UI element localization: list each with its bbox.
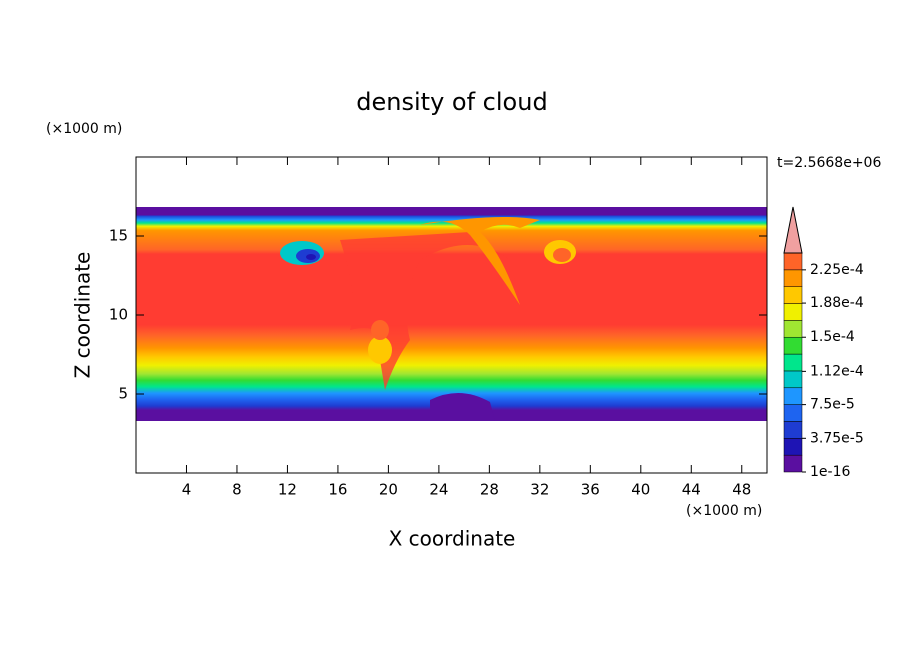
y-unit: (×1000 m) [46, 121, 122, 137]
colorbar-band [783, 269, 803, 287]
field [136, 207, 767, 421]
colorbar-tick-label: 1e-16 [810, 464, 850, 480]
colorbar-band [783, 286, 803, 304]
colorbar-tick-label: 3.75e-5 [810, 430, 864, 446]
x-tick-label: 20 [379, 481, 398, 499]
x-tick-label: 24 [429, 481, 448, 499]
colorbar-band [783, 303, 803, 321]
x-tick-label: 28 [480, 481, 499, 499]
y-tick-label: 10 [109, 306, 128, 324]
annotation: t=2.5668e+06 [777, 155, 881, 171]
colorbar-tick-label: 1.5e-4 [810, 329, 855, 345]
colorbar-extend [783, 206, 803, 254]
colorbar-band [783, 336, 803, 355]
colorbar-band [783, 370, 803, 389]
x-tick-label: 12 [278, 481, 297, 499]
colorbar-band [783, 320, 803, 338]
y-axis-label: Z coordinate [71, 252, 95, 379]
chart-title: density of cloud [356, 88, 547, 116]
x-tick-label: 16 [328, 481, 347, 499]
x-tick-label: 44 [682, 481, 701, 499]
x-tick-label: 40 [631, 481, 650, 499]
colorbar-band [783, 404, 803, 422]
colorbar-band [783, 353, 803, 372]
x-tick-label: 36 [581, 481, 600, 499]
colorbar-tick-label: 7.5e-5 [810, 397, 855, 413]
x-tick-label: 4 [182, 481, 192, 499]
colorbar-band [783, 387, 803, 405]
colorbar-band [783, 438, 803, 456]
colorbar-tick-label: 1.88e-4 [810, 295, 864, 311]
x-tick-label: 48 [732, 481, 751, 499]
x-tick-label: 8 [232, 481, 242, 499]
colorbar-band [783, 421, 803, 439]
y-tick-label: 5 [118, 385, 128, 403]
x-unit: (×1000 m) [686, 503, 762, 519]
x-tick-label: 32 [530, 481, 549, 499]
colorbar-band [783, 454, 803, 473]
y-tick-label: 15 [109, 227, 128, 245]
colorbar-band [783, 252, 803, 271]
colorbar-tick-label: 1.12e-4 [810, 363, 864, 379]
x-axis-label: X coordinate [389, 527, 516, 551]
colorbar-tick-label: 2.25e-4 [810, 262, 864, 278]
